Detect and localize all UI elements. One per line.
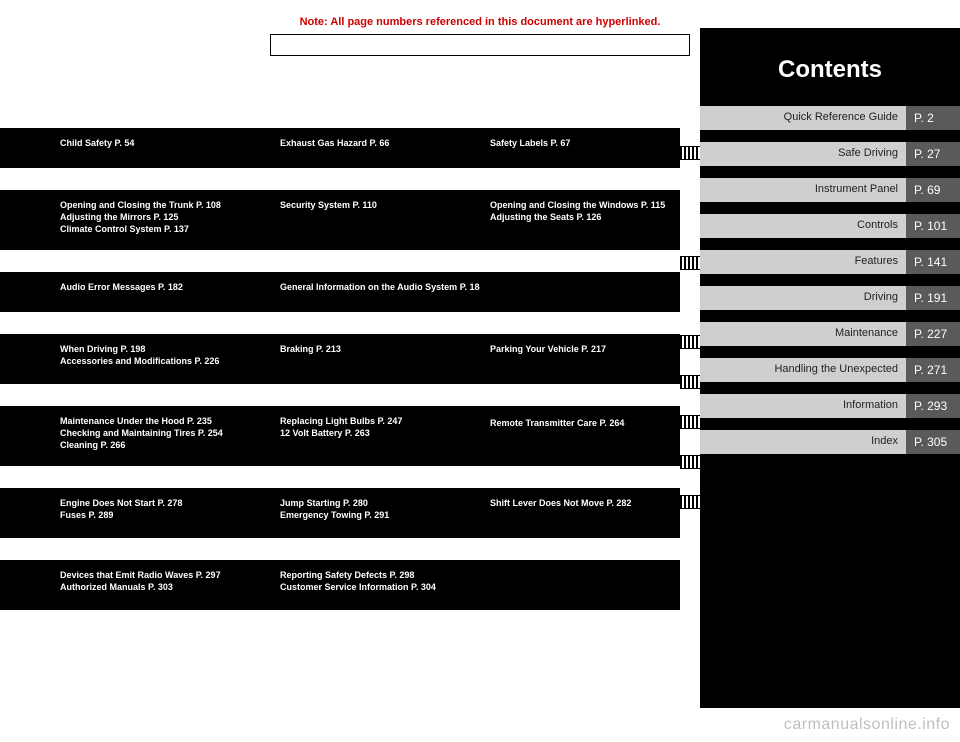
tab-information[interactable]: Information P. 293 bbox=[700, 394, 960, 418]
topic-link[interactable]: 12 Volt Battery P. 263 bbox=[280, 428, 480, 438]
tab-label: Features bbox=[700, 250, 906, 274]
topic-link[interactable]: Audio Error Messages P. 182 bbox=[60, 282, 270, 292]
tab-page: P. 101 bbox=[906, 214, 960, 238]
notice-box bbox=[270, 34, 690, 56]
topic-link[interactable]: Parking Your Vehicle P. 217 bbox=[490, 344, 668, 354]
table-row: Maintenance Under the Hood P. 235 Checki… bbox=[0, 406, 680, 466]
tab-driving[interactable]: Driving P. 191 bbox=[700, 286, 960, 310]
topic-link[interactable]: Exhaust Gas Hazard P. 66 bbox=[280, 138, 480, 148]
tab-controls[interactable]: Controls P. 101 bbox=[700, 214, 960, 238]
topic-link[interactable]: Adjusting the Seats P. 126 bbox=[490, 212, 668, 222]
tab-label: Index bbox=[700, 430, 906, 454]
tab-index[interactable]: Index P. 305 bbox=[700, 430, 960, 454]
tab-label: Information bbox=[700, 394, 906, 418]
watermark: carmanualsonline.info bbox=[784, 716, 950, 734]
tab-label: Maintenance bbox=[700, 322, 906, 346]
topic-link[interactable]: Security System P. 110 bbox=[280, 200, 480, 210]
topic-link[interactable]: Emergency Towing P. 291 bbox=[280, 510, 480, 520]
tab-page: P. 69 bbox=[906, 178, 960, 202]
content-rows: Child Safety P. 54 Exhaust Gas Hazard P.… bbox=[0, 68, 680, 610]
table-row: Opening and Closing the Trunk P. 108 Adj… bbox=[0, 190, 680, 250]
topic-link[interactable]: Remote Transmitter Care P. 264 bbox=[490, 418, 668, 428]
topic-link[interactable]: Engine Does Not Start P. 278 bbox=[60, 498, 270, 508]
topic-link[interactable]: Adjusting the Mirrors P. 125 bbox=[60, 212, 270, 222]
tab-features[interactable]: Features P. 141 bbox=[700, 250, 960, 274]
topic-link[interactable]: Replacing Light Bulbs P. 247 bbox=[280, 416, 480, 426]
tab-page: P. 191 bbox=[906, 286, 960, 310]
tab-label: Controls bbox=[700, 214, 906, 238]
topic-link[interactable]: Opening and Closing the Windows P. 115 bbox=[490, 200, 668, 210]
topic-link[interactable]: Cleaning P. 266 bbox=[60, 440, 270, 450]
hatch-connector bbox=[680, 256, 700, 270]
hatch-connector bbox=[680, 495, 700, 509]
table-row: When Driving P. 198 Accessories and Modi… bbox=[0, 334, 680, 384]
tab-page: P. 27 bbox=[906, 142, 960, 166]
hatch-connector bbox=[680, 146, 700, 160]
topic-link[interactable]: Braking P. 213 bbox=[280, 344, 480, 354]
topic-link[interactable]: Devices that Emit Radio Waves P. 297 bbox=[60, 570, 270, 580]
tab-instrument-panel[interactable]: Instrument Panel P. 69 bbox=[700, 178, 960, 202]
topic-link[interactable]: Authorized Manuals P. 303 bbox=[60, 582, 270, 592]
hatch-connector bbox=[680, 455, 700, 469]
contents-title: Contents bbox=[700, 28, 960, 106]
tab-page: P. 271 bbox=[906, 358, 960, 382]
table-row: Engine Does Not Start P. 278 Fuses P. 28… bbox=[0, 488, 680, 538]
tab-safe-driving[interactable]: Safe Driving P. 27 bbox=[700, 142, 960, 166]
tab-page: P. 305 bbox=[906, 430, 960, 454]
tab-label: Handling the Unexpected bbox=[700, 358, 906, 382]
tab-handling-unexpected[interactable]: Handling the Unexpected P. 271 bbox=[700, 358, 960, 382]
topic-link[interactable]: Opening and Closing the Trunk P. 108 bbox=[60, 200, 270, 210]
topic-link[interactable]: Fuses P. 289 bbox=[60, 510, 270, 520]
topic-link[interactable]: Maintenance Under the Hood P. 235 bbox=[60, 416, 270, 426]
topic-link[interactable]: Customer Service Information P. 304 bbox=[280, 582, 480, 592]
tab-maintenance[interactable]: Maintenance P. 227 bbox=[700, 322, 960, 346]
topic-link[interactable]: When Driving P. 198 bbox=[60, 344, 270, 354]
tab-label: Instrument Panel bbox=[700, 178, 906, 202]
topic-link[interactable]: Checking and Maintaining Tires P. 254 bbox=[60, 428, 270, 438]
hatch-connector bbox=[680, 415, 700, 429]
topic-link[interactable]: Reporting Safety Defects P. 298 bbox=[280, 570, 480, 580]
tab-page: P. 141 bbox=[906, 250, 960, 274]
topic-link[interactable]: Shift Lever Does Not Move P. 282 bbox=[490, 498, 668, 508]
table-row: Audio Error Messages P. 182 General Info… bbox=[0, 272, 680, 312]
hyperlink-notice: Note: All page numbers referenced in thi… bbox=[0, 0, 960, 28]
tab-page: P. 227 bbox=[906, 322, 960, 346]
hatch-connector bbox=[680, 375, 700, 389]
tab-label: Quick Reference Guide bbox=[700, 106, 906, 130]
topic-link[interactable]: Safety Labels P. 67 bbox=[490, 138, 668, 148]
tab-page: P. 293 bbox=[906, 394, 960, 418]
tab-quick-reference[interactable]: Quick Reference Guide P. 2 bbox=[700, 106, 960, 130]
topic-link[interactable]: Accessories and Modifications P. 226 bbox=[60, 356, 270, 366]
topic-link[interactable]: Child Safety P. 54 bbox=[60, 138, 270, 148]
tab-list: Quick Reference Guide P. 2 Safe Driving … bbox=[700, 106, 960, 454]
topic-link[interactable]: Jump Starting P. 280 bbox=[280, 498, 480, 508]
topic-link[interactable]: General Information on the Audio System … bbox=[280, 282, 480, 292]
tab-page: P. 2 bbox=[906, 106, 960, 130]
topic-link[interactable]: Climate Control System P. 137 bbox=[60, 224, 270, 234]
contents-sidebar: Contents Quick Reference Guide P. 2 Safe… bbox=[700, 28, 960, 708]
table-row: Devices that Emit Radio Waves P. 297 Aut… bbox=[0, 560, 680, 610]
table-row: Child Safety P. 54 Exhaust Gas Hazard P.… bbox=[0, 128, 680, 168]
tab-label: Safe Driving bbox=[700, 142, 906, 166]
hatch-connector bbox=[680, 335, 700, 349]
tab-label: Driving bbox=[700, 286, 906, 310]
